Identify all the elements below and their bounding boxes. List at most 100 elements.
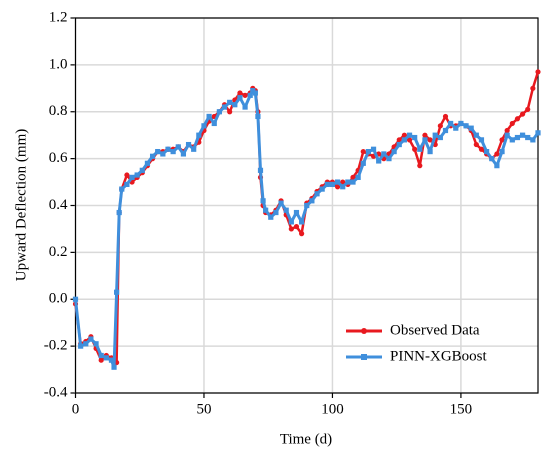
plot-frame: [74, 17, 539, 394]
data-point: [509, 120, 515, 127]
data-point: [396, 137, 402, 143]
data-point: [129, 174, 135, 180]
data-point: [237, 95, 243, 101]
data-point: [319, 186, 325, 192]
data-point: [484, 148, 490, 155]
y-tick-label: 0.4: [49, 197, 68, 213]
data-point: [160, 151, 166, 157]
data-point: [412, 146, 418, 152]
data-point: [119, 186, 125, 192]
data-point: [509, 137, 515, 143]
data-point: [293, 223, 300, 230]
data-point: [473, 132, 479, 138]
data-point: [227, 99, 233, 105]
data-point: [98, 357, 104, 363]
data-point: [221, 104, 228, 110]
data-point: [257, 167, 264, 173]
data-point: [149, 153, 156, 159]
data-point: [237, 90, 243, 96]
data-point: [370, 146, 377, 152]
data-point: [340, 184, 346, 190]
data-point: [260, 198, 266, 204]
data-point: [406, 137, 413, 143]
data-point: [525, 134, 531, 141]
data-point: [309, 198, 315, 204]
data-point: [288, 226, 294, 232]
data-point: [93, 341, 99, 347]
data-point: [535, 69, 541, 75]
data-point: [386, 156, 392, 162]
y-tick-label: 0.2: [49, 244, 68, 260]
data-point: [427, 148, 433, 155]
data-point: [504, 127, 510, 134]
data-point: [499, 137, 505, 143]
legend: Observed Data PINN-XGBoost: [346, 322, 488, 364]
data-point: [519, 111, 526, 117]
data-point: [165, 146, 171, 152]
data-point: [114, 289, 120, 295]
data-point: [293, 209, 300, 216]
data-point: [116, 209, 122, 216]
data-point: [263, 207, 269, 213]
data-point: [350, 179, 356, 185]
data-point: [111, 364, 117, 370]
data-point: [139, 167, 145, 173]
data-point: [468, 125, 474, 131]
data-point: [242, 92, 248, 98]
data-point: [98, 352, 104, 359]
data-point: [473, 141, 479, 148]
data-point: [417, 163, 423, 169]
data-point: [453, 125, 459, 131]
data-point: [255, 113, 261, 120]
data-point: [381, 151, 387, 157]
data-point: [334, 184, 341, 190]
legend-marker: [361, 354, 367, 360]
data-point: [88, 336, 94, 342]
data-point: [530, 137, 536, 143]
data-point: [304, 202, 310, 209]
data-point: [252, 90, 258, 96]
data-point: [216, 109, 222, 115]
data-point: [499, 148, 505, 155]
x-tick-label: 150: [450, 401, 473, 417]
data-point: [232, 102, 238, 108]
data-point: [365, 148, 372, 155]
data-point: [206, 113, 212, 120]
data-point: [83, 341, 89, 347]
data-point: [406, 132, 413, 138]
data-point: [334, 179, 341, 185]
data-point: [247, 92, 253, 98]
data-point: [530, 85, 536, 91]
data-point: [432, 132, 438, 138]
data-point: [211, 120, 217, 127]
data-point: [525, 106, 531, 113]
data-point: [175, 144, 181, 150]
data-point: [288, 219, 294, 225]
x-tick-label: 100: [321, 401, 344, 417]
legend-label: Observed Data: [390, 322, 480, 338]
data-point: [124, 181, 130, 188]
data-point: [170, 148, 176, 155]
data-point: [78, 343, 84, 349]
data-point: [519, 132, 526, 138]
y-tick-label: 0.6: [49, 150, 68, 166]
data-point: [273, 209, 279, 216]
data-point: [478, 137, 485, 143]
data-point: [448, 120, 454, 127]
data-point: [422, 137, 428, 143]
data-point: [437, 123, 443, 129]
data-point: [185, 141, 192, 148]
data-point: [314, 191, 320, 197]
data-point: [340, 179, 346, 185]
data-point: [442, 113, 449, 120]
data-point: [427, 137, 433, 143]
data-point: [417, 146, 423, 152]
legend-label: PINN-XGBoost: [390, 348, 488, 364]
data-point: [134, 172, 140, 178]
data-point: [283, 207, 289, 213]
data-point: [196, 132, 202, 138]
data-point: [350, 174, 356, 180]
data-point: [489, 156, 495, 162]
y-tick-label: -0.2: [44, 338, 68, 354]
